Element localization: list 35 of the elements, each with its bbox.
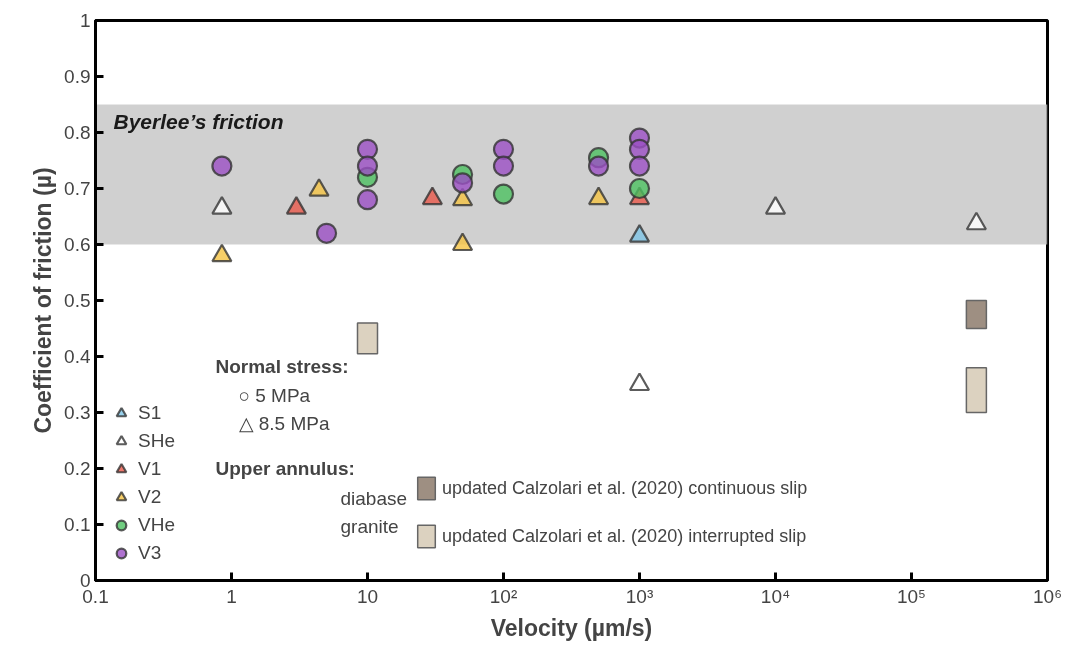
x-tick-label: 10⁶ bbox=[1033, 585, 1062, 607]
y-tick-label: 0 bbox=[79, 570, 91, 591]
legend-label: V2 bbox=[138, 486, 162, 508]
legend-label: updated Calzolari et al. (2020) continuous slip bbox=[442, 477, 808, 499]
y-tick-label: 0.7 bbox=[64, 178, 91, 199]
x-axis-title: Velocity (µm/s) bbox=[490, 614, 653, 641]
y-tick-label: 0.3 bbox=[64, 402, 91, 423]
x-tick-label: 10 bbox=[356, 585, 379, 607]
legend-label: updated Calzolari et al. (2020) interrupted slip bbox=[442, 525, 807, 547]
annotation: granite bbox=[340, 515, 399, 537]
legend-label: S1 bbox=[138, 402, 162, 424]
y-tick-label: 0.5 bbox=[64, 290, 91, 311]
legend-label: V3 bbox=[138, 542, 162, 564]
legend-label: VHe bbox=[138, 514, 175, 536]
x-tick-label: 10² bbox=[489, 585, 518, 607]
y-tick-label: 0.1 bbox=[64, 514, 91, 535]
y-axis-title: Coefficient of friction (µ) bbox=[30, 167, 57, 434]
legend-label: V1 bbox=[138, 458, 162, 480]
annotation: diabase bbox=[340, 487, 408, 509]
y-tick-label: 1 bbox=[79, 10, 91, 31]
annotation: Normal stress: bbox=[215, 355, 349, 377]
x-tick-label: 10⁵ bbox=[896, 585, 927, 607]
annotation: △ 8.5 MPa bbox=[238, 412, 330, 434]
y-tick-label: 0.8 bbox=[64, 122, 91, 143]
x-tick-label: 10⁴ bbox=[760, 585, 791, 607]
band-label: Byerlee’s friction bbox=[113, 109, 284, 133]
y-tick-label: 0.6 bbox=[64, 234, 91, 255]
legend-label: SHe bbox=[138, 430, 175, 452]
annotation: ○ 5 MPa bbox=[238, 384, 311, 406]
annotation: Upper annulus: bbox=[215, 457, 355, 479]
y-tick-label: 0.2 bbox=[64, 458, 91, 479]
x-tick-label: 1 bbox=[226, 585, 237, 607]
y-tick-label: 0.4 bbox=[64, 346, 91, 367]
y-tick-label: 0.9 bbox=[64, 66, 91, 87]
x-tick-label: 10³ bbox=[625, 585, 654, 607]
